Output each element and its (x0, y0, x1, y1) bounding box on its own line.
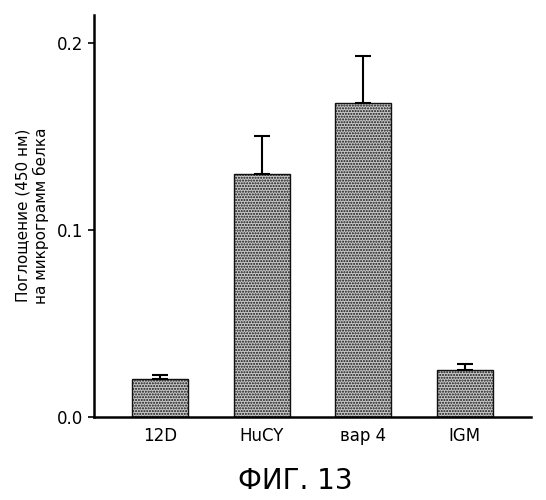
Bar (234, 174, 289, 416)
Bar (437, 370, 493, 416)
Text: ФИГ. 13: ФИГ. 13 (238, 467, 352, 495)
Bar (132, 379, 188, 416)
Bar (335, 103, 391, 416)
Y-axis label: Поглощение (450 нм)
на микрограмм белка: Поглощение (450 нм) на микрограмм белка (15, 128, 49, 304)
